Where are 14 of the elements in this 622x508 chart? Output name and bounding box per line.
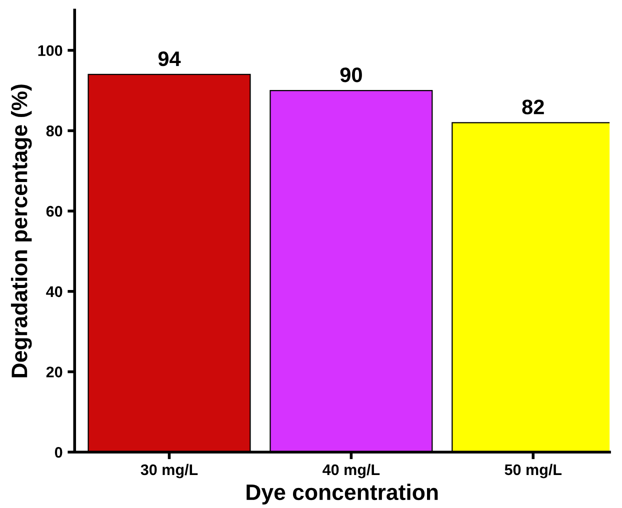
data-label: 90 <box>340 67 362 82</box>
y-axis-title: Degradation percentage (%) <box>10 84 32 378</box>
x-axis-title: Dye concentration <box>246 484 438 505</box>
y-tick-label: 0 <box>54 446 62 458</box>
data-label: 82 <box>522 100 544 114</box>
data-label: 94 <box>158 51 181 66</box>
y-tick-label: 40 <box>46 286 62 298</box>
x-tick-label: 40 mg/L <box>322 464 380 478</box>
y-tick-label: 80 <box>46 126 62 136</box>
y-tick-label: 100 <box>38 45 62 56</box>
x-tick-label: 50 mg/L <box>504 464 562 478</box>
y-tick-label: 20 <box>46 366 62 378</box>
x-tick-label: 30 mg/L <box>140 464 198 478</box>
y-tick-label: 60 <box>46 206 62 217</box>
